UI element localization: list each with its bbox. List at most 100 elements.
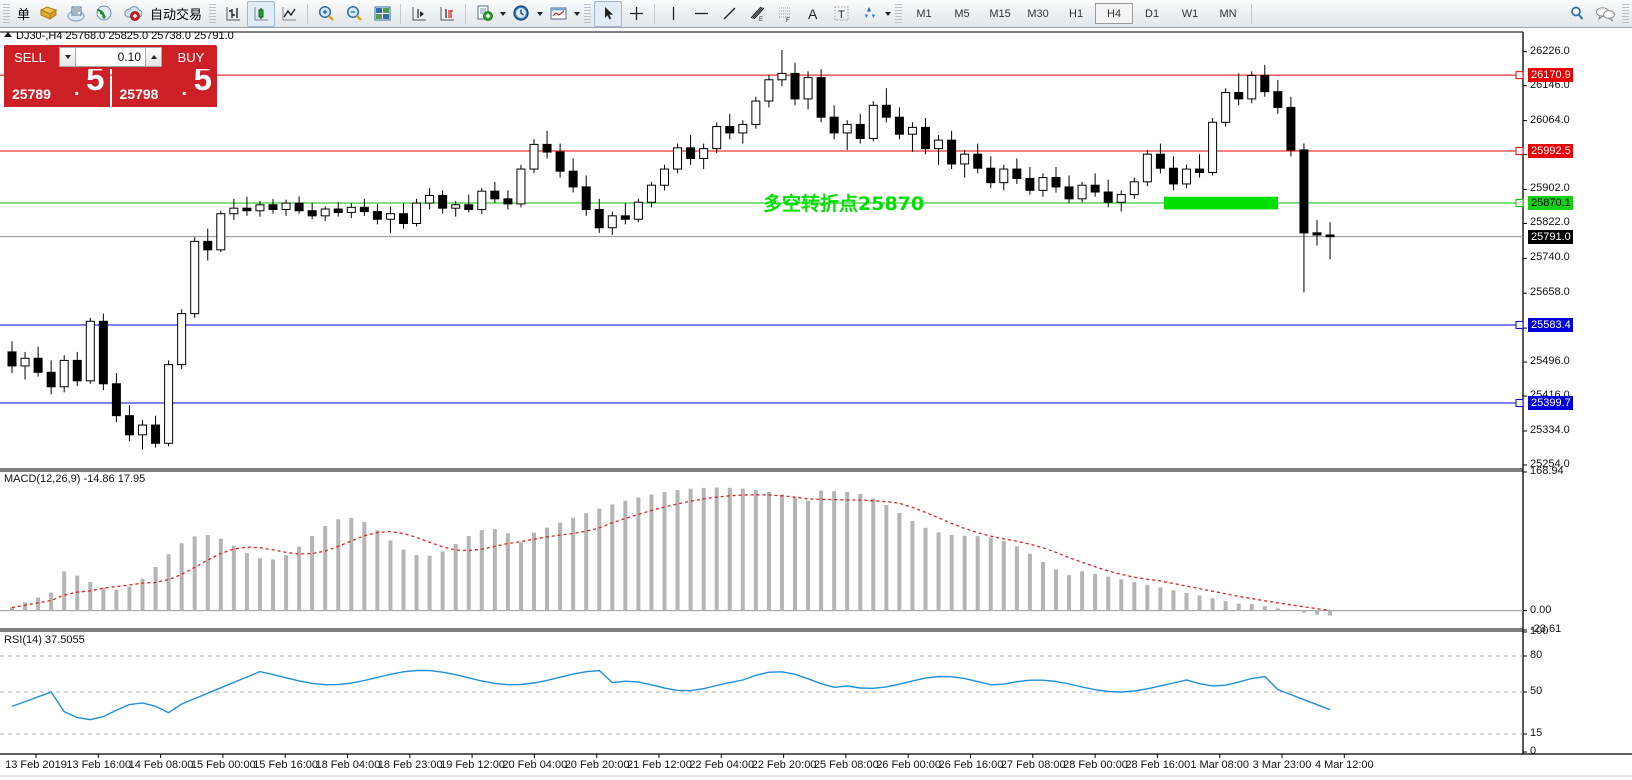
equidistant-channel-icon[interactable]: E <box>743 1 771 27</box>
time-axis-tick: 22 Feb 20:00 <box>751 759 817 771</box>
periods-dropdown-icon[interactable] <box>535 2 544 26</box>
timeframe-m30[interactable]: M30 <box>1027 7 1049 20</box>
rsi-axis-tick: 0 <box>1530 745 1537 757</box>
price-level-tag[interactable]: 25583.4 <box>1528 317 1573 332</box>
price-level-tag[interactable]: 25992.5 <box>1528 143 1573 158</box>
text-label-icon[interactable]: A <box>799 1 827 27</box>
text-icon[interactable]: T <box>827 1 855 27</box>
time-axis-tick: 28 Feb 16:00 <box>1125 759 1191 771</box>
sell-price-cell[interactable]: 5 . 25789 <box>4 69 110 107</box>
signals-icon[interactable] <box>90 1 118 27</box>
indicators-icon[interactable] <box>470 1 498 27</box>
toolbar-grip-3[interactable] <box>584 3 592 24</box>
tile-windows-icon[interactable] <box>368 1 396 27</box>
crosshair-icon[interactable] <box>622 1 650 27</box>
one-click-trading-panel[interactable]: SELL 0.10 BUY 5 . 25789 5 . 25798 <box>4 45 217 107</box>
buy-price-dot: . <box>181 78 187 100</box>
buy-price-integer: 25798 <box>119 86 159 102</box>
sell-button[interactable]: SELL <box>4 45 56 69</box>
indicators-dropdown-icon[interactable] <box>498 2 507 26</box>
timeframe-mn[interactable]: MN <box>1219 7 1237 20</box>
terminal-icon[interactable] <box>62 1 90 27</box>
time-axis-tick: 13 Feb 16:00 <box>66 759 132 771</box>
shapes-icon[interactable] <box>855 1 883 27</box>
macd-indicator-label: MACD(12,26,9) -14.86 17.95 <box>4 473 146 485</box>
svg-text:E: E <box>759 17 763 23</box>
timeframe-w1[interactable]: W1 <box>1181 7 1199 20</box>
buy-price-cell[interactable]: 5 . 25798 <box>111 69 217 107</box>
time-axis-tick: 20 Feb 20:00 <box>564 759 630 771</box>
time-axis-tick: 25 Feb 08:00 <box>813 759 879 771</box>
shapes-dropdown-icon[interactable] <box>883 2 892 26</box>
line-chart-icon[interactable] <box>275 1 303 27</box>
macd-axis-tick: 0.00 <box>1530 603 1552 616</box>
fibonacci-icon[interactable]: F <box>771 1 799 27</box>
cursor-icon[interactable] <box>594 0 623 27</box>
volume-input[interactable]: 0.10 <box>76 47 145 67</box>
time-axis-tick: 4 Mar 12:00 <box>1314 759 1374 771</box>
price-level-tag[interactable]: 26170.9 <box>1528 68 1573 83</box>
collapse-icon[interactable] <box>4 32 12 37</box>
svg-text:A: A <box>808 6 818 22</box>
toolbar-grip[interactable] <box>3 3 10 24</box>
chat-icon[interactable] <box>1591 1 1619 27</box>
volume-stepper[interactable]: 0.10 <box>56 45 165 69</box>
sell-price-decimal: 5 <box>86 69 104 97</box>
time-axis-tick: 20 Feb 04:00 <box>502 759 568 771</box>
time-axis-tick: 13 Feb 2019 <box>5 759 67 771</box>
time-axis-tick: 27 Feb 08:00 <box>1000 759 1066 771</box>
timeframe-h1[interactable]: H1 <box>1069 7 1084 20</box>
price-axis-tick: 25254.0 <box>1530 458 1570 470</box>
toolbar-grip-2[interactable] <box>209 3 217 24</box>
rsi-indicator-label: RSI(14) 37.5055 <box>4 634 85 646</box>
price-axis-tick: 25902.0 <box>1530 182 1570 195</box>
volume-increase-button[interactable] <box>145 47 162 67</box>
chart-annotation-label[interactable]: 多空转折点25870 <box>763 193 925 216</box>
price-level-tag[interactable]: 25870.1 <box>1528 196 1573 211</box>
folder-icon[interactable] <box>34 1 62 27</box>
sell-price-dot: . <box>73 78 80 100</box>
timeframe-m1[interactable]: M1 <box>916 7 932 20</box>
rsi-axis-tick: 100 <box>1530 625 1549 637</box>
vertical-line-icon[interactable] <box>659 1 687 27</box>
svg-text:F: F <box>786 18 790 23</box>
market-icon[interactable] <box>118 1 146 27</box>
search-icon[interactable] <box>1563 1 1591 27</box>
periods-icon[interactable] <box>507 1 535 27</box>
time-axis-tick: 15 Feb 16:00 <box>253 759 319 771</box>
price-axis-tick: 25658.0 <box>1530 286 1570 299</box>
horizontal-line-icon[interactable] <box>687 1 715 27</box>
buy-button[interactable]: BUY <box>165 45 217 69</box>
templates-dropdown-icon[interactable] <box>572 2 581 26</box>
price-axis-tick: 26064.0 <box>1530 113 1570 126</box>
templates-icon[interactable] <box>544 1 572 27</box>
chart-window[interactable]: DJ30-,H4 25768.0 25825.0 25738.0 25791.0… <box>0 28 1632 780</box>
chart-shift-icon[interactable] <box>433 1 461 27</box>
chart-canvas[interactable] <box>0 28 1632 780</box>
new-order-icon[interactable]: 单 <box>17 7 31 22</box>
trendline-icon[interactable] <box>715 1 743 27</box>
timeframe-h4[interactable]: H4 <box>1095 3 1134 24</box>
price-level-tag[interactable]: 25791.0 <box>1528 229 1573 244</box>
bar-chart-icon[interactable] <box>219 1 247 27</box>
price-axis-tick: 26226.0 <box>1530 44 1570 57</box>
chart-symbol: DJ30-,H4 <box>16 30 63 42</box>
volume-decrease-button[interactable] <box>59 47 76 67</box>
time-axis-tick: 18 Feb 04:00 <box>315 759 381 771</box>
zoom-out-icon[interactable] <box>340 1 368 27</box>
candlestick-chart-icon[interactable] <box>247 0 276 27</box>
timeframe-m15[interactable]: M15 <box>989 7 1011 20</box>
price-axis-tick: 25740.0 <box>1530 251 1570 264</box>
price-level-tag[interactable]: 25399.7 <box>1528 396 1573 411</box>
zoom-in-icon[interactable] <box>312 1 340 27</box>
auto-scroll-icon[interactable] <box>405 1 433 27</box>
time-axis-tick: 22 Feb 04:00 <box>689 759 755 771</box>
autotrade-button[interactable]: 自动交易 <box>150 7 203 22</box>
timeframe-d1[interactable]: D1 <box>1145 7 1160 20</box>
time-axis-tick: 21 Feb 12:00 <box>627 759 692 771</box>
price-axis-tick: 25822.0 <box>1530 216 1570 229</box>
main-toolbar: 单 自动交易 <box>0 0 1632 28</box>
timeframe-m5[interactable]: M5 <box>954 7 970 20</box>
chart-ohlc: 25768.0 25825.0 25738.0 25791.0 <box>65 30 234 42</box>
toolbar-grip-4[interactable] <box>895 3 903 24</box>
